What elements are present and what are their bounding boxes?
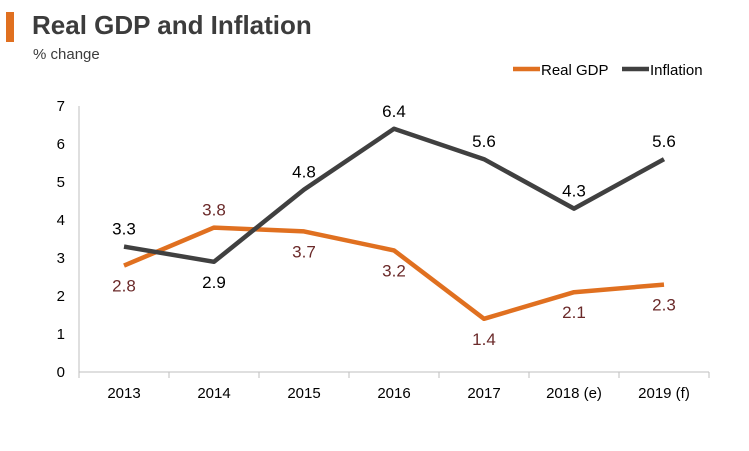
y-tick-label: 2: [57, 288, 65, 305]
inflation-data-label: 3.3: [112, 220, 136, 239]
chart-legend: Real GDP Inflation: [513, 62, 703, 79]
y-tick-label: 7: [57, 98, 65, 115]
inflation-data-label: 6.4: [382, 102, 406, 121]
y-tick-label: 4: [57, 212, 65, 229]
inflation-data-label: 4.8: [292, 163, 316, 182]
legend-label-inflation: Inflation: [650, 62, 703, 79]
y-tick-label: 1: [57, 326, 65, 343]
y-tick-label: 3: [57, 250, 65, 267]
y-tick-label: 6: [57, 136, 65, 153]
y-axis: 0 1 2 3 4 5 6 7: [57, 98, 80, 381]
x-tick-label: 2017: [467, 385, 500, 402]
series-lines: [123, 126, 666, 322]
inflation-data-label: 4.3: [562, 182, 586, 201]
y-tick-label: 0: [57, 364, 65, 381]
chart-subtitle: % change: [33, 46, 100, 63]
real-gdp-data-label: 3.7: [292, 242, 316, 261]
real-gdp-data-label: 2.8: [112, 277, 136, 296]
real-gdp-data-label: 2.1: [562, 303, 586, 322]
x-tick-label: 2019 (f): [638, 385, 690, 402]
inflation-data-label: 2.9: [202, 273, 226, 292]
inflation-data-label: 5.6: [652, 132, 676, 151]
chart-title: Real GDP and Inflation: [32, 10, 312, 40]
legend-label-real-gdp: Real GDP: [541, 62, 609, 79]
real-gdp-data-label: 3.2: [382, 261, 406, 280]
inflation-data-label: 5.6: [472, 132, 496, 151]
y-tick-label: 5: [57, 174, 65, 191]
data-labels: 2.8 3.8 3.7 3.2 1.4 2.1 2.3 3.3 2.9 4.8 6.4 5.6 4.3 5…: [112, 102, 676, 349]
x-tick-label: 2014: [197, 385, 230, 402]
real-gdp-data-label: 2.3: [652, 296, 676, 315]
title-accent-bar: [6, 12, 14, 42]
real-gdp-data-label: 3.8: [202, 201, 226, 220]
x-tick-label: 2015: [287, 385, 320, 402]
x-tick-label: 2018 (e): [546, 385, 602, 402]
real-gdp-data-label: 1.4: [472, 330, 496, 349]
x-axis: 2013 2014 2015 2016 2017 2018 (e) 2019 (f): [78, 371, 710, 402]
x-tick-label: 2013: [107, 385, 140, 402]
x-tick-label: 2016: [377, 385, 410, 402]
